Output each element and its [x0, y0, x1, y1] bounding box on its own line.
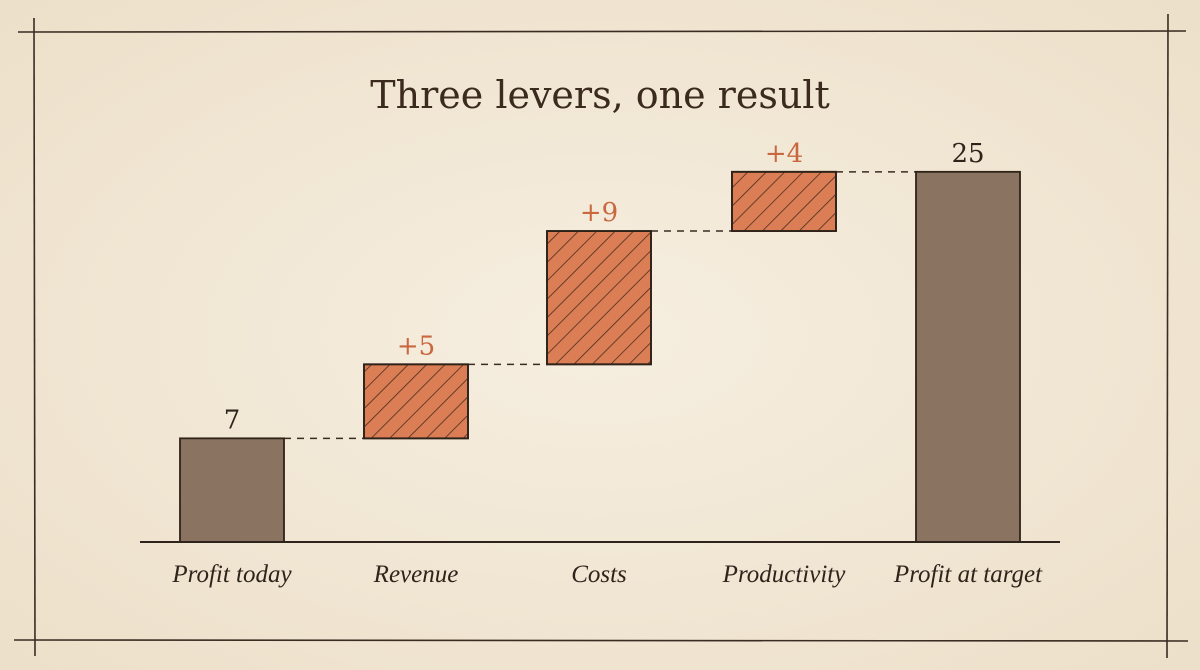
category-label-costs: Costs [571, 561, 627, 588]
category-label-profit-today: Profit today [171, 561, 292, 588]
value-label-productivity: +4 [765, 139, 803, 169]
bar-profit-at-target [915, 170, 1021, 543]
value-label-profit-at-target: 25 [951, 139, 984, 169]
bar-profit-today [179, 437, 285, 543]
category-label-revenue: Revenue [373, 561, 459, 588]
bars [179, 170, 1021, 543]
category-label-profit-at-target: Profit at target [893, 561, 1043, 588]
value-labels: 7 +5 +9 +4 25 [224, 139, 985, 436]
category-label-productivity: Productivity [722, 561, 847, 588]
value-label-revenue: +5 [397, 331, 435, 361]
chart-title: Three levers, one result [370, 73, 829, 117]
value-label-profit-today: 7 [224, 405, 241, 435]
connector-lines [284, 171, 916, 440]
frame [13, 13, 1189, 659]
value-label-costs: +9 [580, 198, 618, 228]
bar-hatch-productivity [731, 170, 837, 232]
category-labels: Profit today Revenue Costs Productivity Prof… [171, 561, 1043, 588]
bar-hatch-costs [546, 230, 652, 366]
bar-hatch-revenue [363, 363, 469, 440]
